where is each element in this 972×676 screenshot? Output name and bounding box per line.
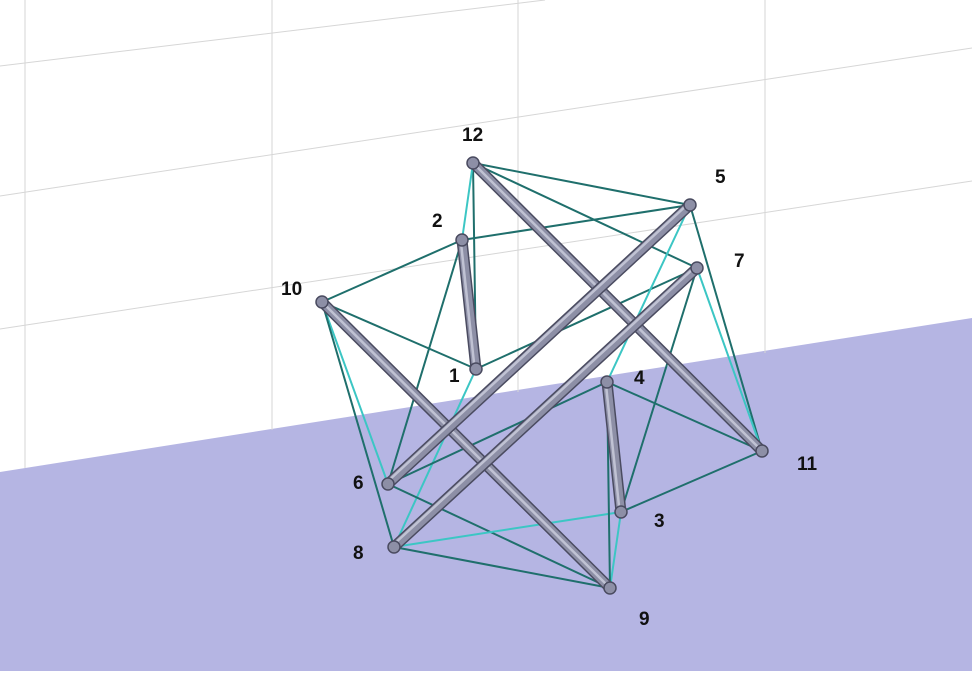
ground-plane (0, 318, 972, 671)
joint-4 (600, 375, 614, 389)
cable-3-11 (620, 450, 763, 513)
struts-layer (315, 156, 769, 595)
cable-1-8 (393, 368, 477, 548)
joint-12 (466, 156, 480, 170)
joint-10 (315, 295, 329, 309)
node-label-1: 1 (449, 366, 460, 387)
joint-11 (755, 444, 769, 458)
strut-5-6 (382, 199, 696, 490)
node-label-11: 11 (797, 454, 818, 475)
strut-10-9 (316, 296, 616, 594)
strut-4-3 (601, 376, 627, 518)
cable-6-4 (387, 381, 608, 485)
cable-8-3 (393, 511, 622, 548)
node-label-10: 10 (281, 279, 302, 300)
joint-6 (381, 477, 395, 491)
cable-12-5 (472, 162, 691, 206)
strut-12-11 (467, 157, 768, 457)
cable-6-9 (387, 483, 611, 589)
grid-line (0, 180, 972, 330)
cable-5-4 (606, 204, 691, 383)
cable-1-7 (475, 267, 698, 370)
joint-7 (690, 261, 704, 275)
joint-5 (683, 198, 697, 212)
node-label-4: 4 (634, 368, 645, 389)
cables-layer (321, 162, 763, 589)
node-label-9: 9 (639, 609, 650, 630)
joint-1 (469, 362, 483, 376)
strut-2-1 (456, 234, 482, 375)
grid-line (0, 47, 972, 197)
node-label-7: 7 (734, 251, 745, 272)
node-label-6: 6 (353, 473, 364, 494)
node-label-12: 12 (462, 125, 483, 146)
joint-3 (614, 505, 628, 519)
cable-5-11 (689, 204, 763, 452)
cable-7-11 (696, 267, 763, 452)
cable-2-10 (321, 239, 463, 303)
node-label-2: 2 (432, 211, 443, 232)
cable-12-2 (461, 162, 474, 241)
cable-2-5 (461, 204, 691, 241)
cable-7-3 (620, 267, 698, 513)
node-label-3: 3 (654, 511, 665, 532)
node-label-8: 8 (353, 543, 364, 564)
cable-8-9 (393, 546, 611, 589)
cable-10-6 (321, 301, 389, 485)
background-grid (0, 0, 972, 468)
cable-2-6 (387, 239, 463, 485)
joint-2 (455, 233, 469, 247)
joint-8 (387, 540, 401, 554)
joint-9 (603, 581, 617, 595)
cable-12-7 (472, 162, 698, 269)
cable-10-8 (321, 301, 395, 548)
cable-4-11 (606, 381, 763, 452)
strut-7-8 (388, 262, 703, 553)
node-label-5: 5 (715, 167, 726, 188)
cable-3-9 (609, 511, 622, 589)
cable-10-1 (321, 301, 477, 370)
